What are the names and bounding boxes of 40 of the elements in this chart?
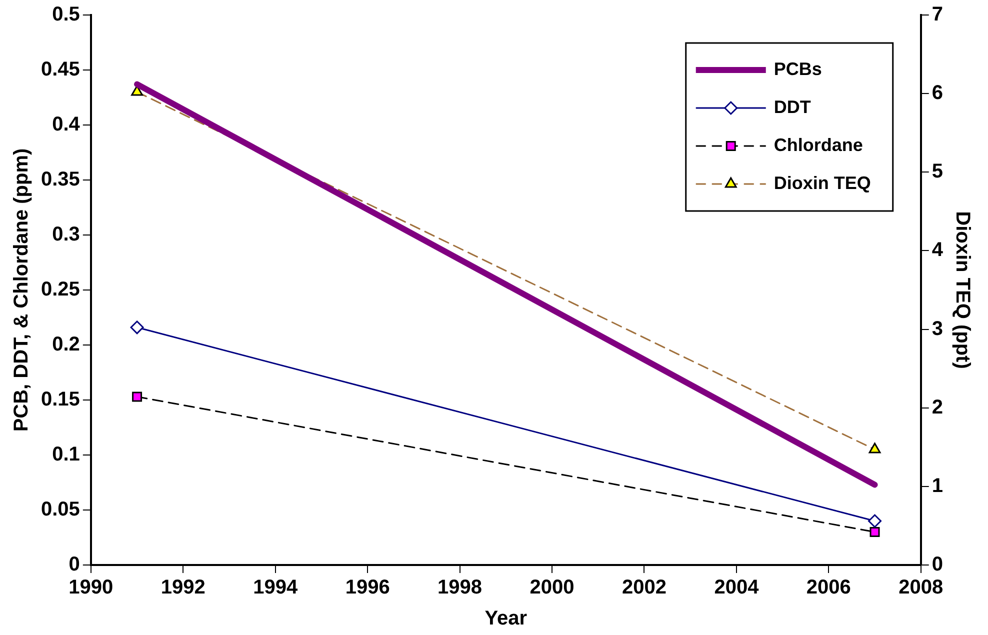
x-tick-label: 1996 — [345, 576, 390, 599]
x-tick-label: 1990 — [68, 576, 114, 599]
y2-tick-label: 1 — [932, 474, 943, 497]
y-tick-label: 0 — [68, 554, 80, 576]
y-tick-label: 0.25 — [40, 278, 80, 301]
point — [868, 514, 882, 528]
y-tick-label: 0.5 — [52, 4, 80, 26]
x-tick-label: 1994 — [253, 576, 298, 599]
x-tick-label: 2002 — [622, 576, 666, 599]
legend-label: Chlordane — [774, 134, 863, 155]
y2-tick-label: 6 — [932, 82, 943, 104]
x-tick-label: 2004 — [714, 576, 760, 599]
y-tick-label: 0.05 — [40, 498, 80, 521]
y-tick-label: 0.1 — [52, 444, 80, 466]
y-tick-label: 0.2 — [52, 334, 80, 356]
legend-label: Dioxin TEQ — [774, 172, 871, 193]
y-axis-title: PCB, DDT, & Chlordane (ppm) — [10, 148, 33, 432]
y2-tick-label: 7 — [932, 4, 943, 26]
y2-tick-label: 4 — [932, 239, 944, 262]
y-tick-label: 0.3 — [52, 224, 80, 246]
legend-label: DDT — [774, 96, 811, 117]
point — [870, 527, 880, 537]
point — [132, 392, 142, 402]
x-tick-label: 1992 — [160, 576, 206, 599]
x-tick-label: 2006 — [806, 576, 851, 599]
x-axis-title: Year — [484, 608, 528, 630]
x-tick-label: 1998 — [438, 576, 482, 599]
y2-tick-label: 0 — [932, 554, 943, 576]
legend-label: PCBs — [774, 58, 822, 79]
y-tick-label: 0.45 — [40, 58, 80, 81]
y-tick-label: 0.15 — [40, 388, 80, 411]
y-tick-label: 0.35 — [40, 168, 80, 191]
point — [130, 320, 144, 334]
x-tick-label: 2008 — [898, 576, 944, 599]
x-tick-label: 2000 — [530, 576, 574, 599]
y2-tick-label: 2 — [932, 396, 943, 418]
y2-tick-label: 5 — [932, 160, 943, 183]
y2-tick-label: 3 — [932, 318, 943, 340]
y-tick-label: 0.4 — [52, 114, 81, 136]
y2-axis-title: Dioxin TEQ (ppt) — [951, 211, 974, 369]
